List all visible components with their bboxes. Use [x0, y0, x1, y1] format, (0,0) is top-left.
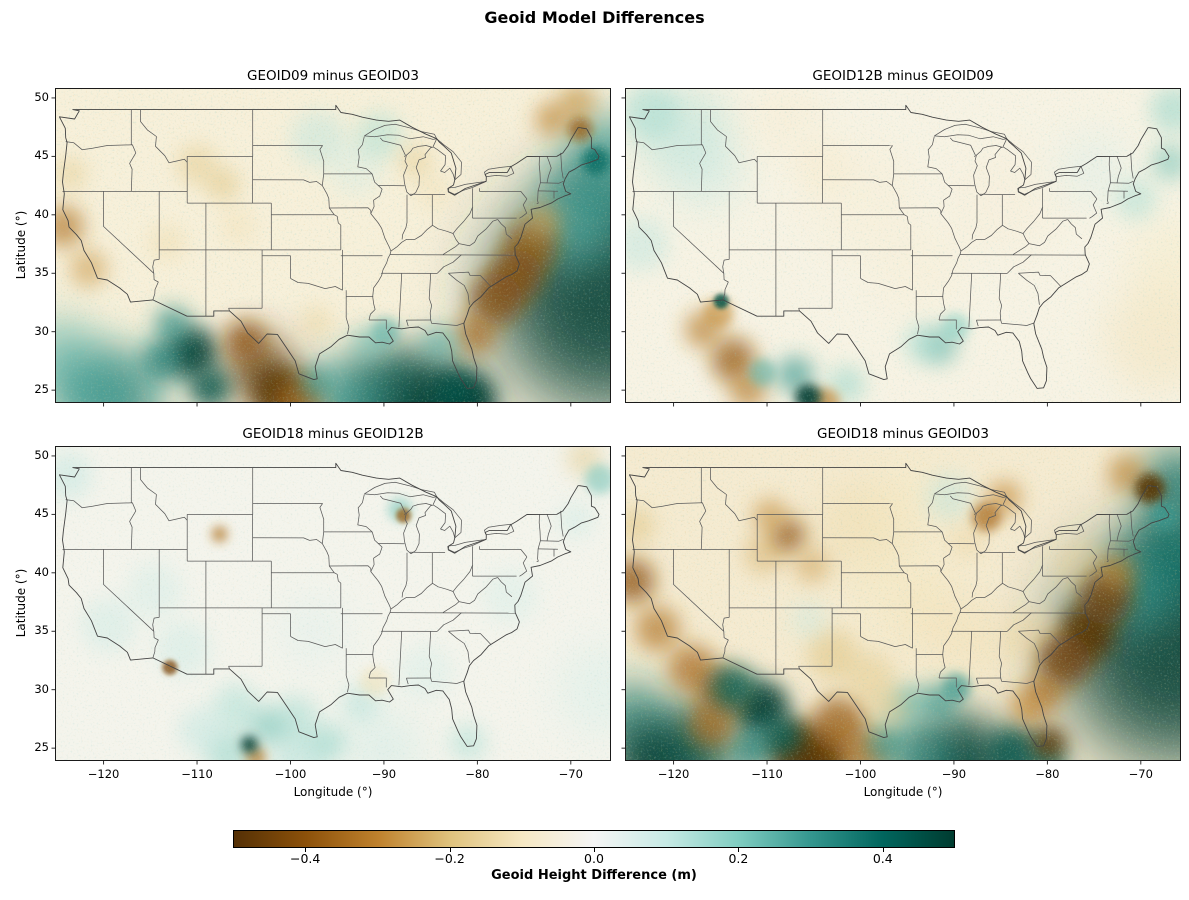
x-tick-label: −80	[465, 767, 490, 781]
x-tick-label: −110	[751, 767, 783, 781]
colorbar-tick-label: −0.2	[434, 851, 465, 866]
colorbar-tick-label: 0.2	[728, 851, 749, 866]
map-geoid18-minus-geoid03	[621, 446, 1181, 765]
x-tick-label: −90	[371, 767, 397, 781]
y-tick-label: 40	[34, 564, 49, 579]
x-axis-label-left: Longitude (°)	[293, 785, 373, 799]
y-tick-label: 45	[34, 148, 49, 163]
x-tick-label: −70	[1128, 767, 1153, 781]
x-tick-label: −120	[657, 767, 690, 781]
map-geoid18-minus-geoid12b	[51, 446, 611, 765]
y-tick-label: 25	[34, 382, 49, 397]
subplot-geoid12b-minus-geoid09: GEOID12B minus GEOID09	[621, 68, 1181, 407]
y-tick-label: 50	[34, 89, 49, 104]
subplot-geoid18-minus-geoid03: GEOID18 minus GEOID03	[621, 426, 1181, 765]
map-geoid09-minus-geoid03	[51, 88, 611, 407]
map-geoid12b-minus-geoid09	[621, 88, 1181, 407]
x-axis-label-right: Longitude (°)	[863, 785, 943, 799]
figure-title: Geoid Model Differences	[484, 8, 705, 27]
y-tick-label: 45	[34, 506, 49, 521]
y-tick-label: 50	[34, 447, 49, 462]
colorbar-tick	[738, 848, 740, 852]
y-tick-label: 35	[34, 623, 49, 638]
colorbar-tick	[449, 848, 451, 852]
x-tick-label: −70	[558, 767, 583, 781]
subplot-title: GEOID09 minus GEOID03	[247, 68, 419, 84]
colorbar-tick	[594, 848, 595, 852]
y-tick-label: 30	[34, 681, 49, 696]
x-tick-label: −80	[1035, 767, 1060, 781]
y-tick-label: 30	[34, 323, 49, 338]
subplot-geoid18-minus-geoid12b: GEOID18 minus GEOID12B	[51, 426, 611, 765]
x-tick-label: −120	[87, 767, 120, 781]
y-tick-label: 40	[34, 206, 49, 221]
colorbar	[233, 830, 955, 848]
x-tick-label: −100	[844, 767, 877, 781]
colorbar-tick-label: −0.4	[290, 851, 321, 866]
x-tick-label: −110	[181, 767, 213, 781]
colorbar-label: Geoid Height Difference (m)	[491, 868, 697, 883]
colorbar-tick-label: 0.4	[872, 851, 893, 866]
subplot-geoid09-minus-geoid03: GEOID09 minus GEOID03	[51, 68, 611, 407]
y-tick-label: 25	[34, 740, 49, 755]
subplot-title: GEOID18 minus GEOID12B	[242, 426, 424, 442]
x-tick-label: −100	[274, 767, 307, 781]
subplot-title: GEOID18 minus GEOID03	[817, 426, 989, 442]
x-tick-label: −90	[941, 767, 967, 781]
colorbar-tick-label: 0.0	[584, 851, 604, 866]
y-tick-label: 35	[34, 265, 49, 280]
colorbar-tick	[305, 848, 307, 852]
subplot-title: GEOID12B minus GEOID09	[812, 68, 994, 84]
colorbar-tick	[882, 848, 884, 852]
